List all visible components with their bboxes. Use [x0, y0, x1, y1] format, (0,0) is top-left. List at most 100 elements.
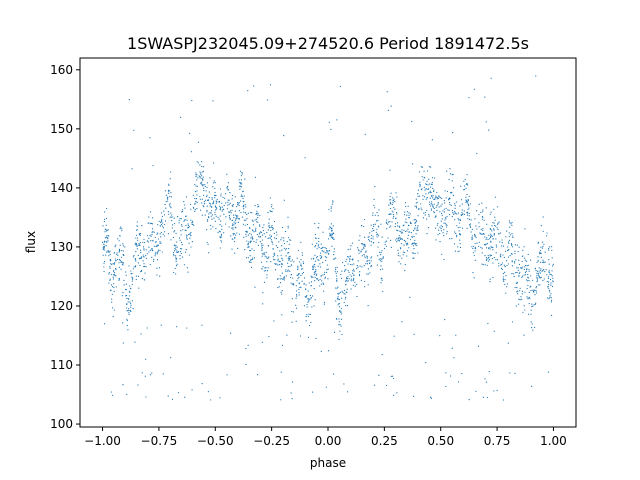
- data-point: [551, 285, 554, 288]
- data-point: [223, 204, 225, 207]
- data-point: [140, 333, 142, 335]
- data-point: [430, 191, 432, 194]
- data-point: [437, 197, 440, 199]
- data-point: [105, 230, 107, 232]
- data-point: [396, 229, 398, 231]
- data-point: [433, 211, 436, 214]
- data-point: [186, 219, 188, 221]
- data-point: [475, 390, 477, 392]
- data-point: [314, 244, 317, 247]
- data-point: [537, 279, 539, 281]
- data-point: [465, 187, 467, 189]
- data-point: [537, 274, 539, 276]
- data-point: [216, 198, 218, 201]
- data-point: [502, 254, 504, 256]
- data-point: [240, 175, 242, 177]
- data-point: [253, 249, 255, 251]
- data-point: [239, 170, 242, 172]
- data-point: [114, 268, 117, 270]
- data-point: [446, 230, 448, 233]
- data-point: [436, 224, 438, 226]
- data-point: [533, 289, 535, 291]
- data-point: [247, 246, 249, 249]
- data-point: [330, 128, 332, 131]
- data-point: [314, 299, 316, 301]
- data-point: [242, 200, 244, 203]
- data-point: [208, 191, 210, 193]
- data-point: [519, 287, 521, 289]
- data-point: [145, 254, 147, 257]
- data-point: [433, 198, 435, 200]
- data-point: [404, 241, 407, 243]
- data-point: [544, 271, 546, 273]
- data-point: [548, 248, 550, 250]
- data-point: [457, 246, 459, 248]
- data-point: [230, 235, 232, 237]
- data-point: [219, 231, 221, 233]
- data-point: [497, 222, 499, 224]
- data-point: [439, 335, 441, 337]
- data-point: [261, 248, 263, 250]
- data-point: [469, 223, 472, 225]
- data-point: [496, 223, 499, 225]
- data-point: [419, 181, 421, 183]
- data-point: [112, 270, 115, 272]
- data-point: [478, 214, 480, 216]
- data-point: [248, 249, 251, 252]
- data-point: [212, 186, 214, 188]
- data-point: [311, 258, 313, 260]
- data-point: [274, 259, 276, 261]
- data-point: [387, 237, 389, 239]
- data-point: [511, 224, 513, 226]
- data-point: [341, 270, 343, 272]
- data-point: [235, 218, 237, 220]
- data-point: [313, 263, 315, 266]
- data-point: [183, 220, 185, 222]
- data-point: [156, 274, 158, 276]
- data-point: [400, 263, 402, 265]
- data-point: [543, 243, 545, 245]
- data-point: [164, 220, 167, 222]
- data-point: [223, 232, 225, 234]
- data-point: [238, 210, 241, 212]
- data-point: [430, 186, 432, 188]
- data-point: [185, 224, 187, 226]
- data-point: [287, 227, 289, 229]
- data-point: [444, 202, 446, 204]
- data-point: [250, 261, 252, 263]
- data-point: [145, 257, 148, 259]
- data-point: [310, 285, 312, 287]
- data-point: [239, 188, 241, 190]
- data-point: [347, 270, 349, 272]
- data-point: [468, 399, 470, 401]
- data-point: [505, 275, 507, 277]
- data-point: [171, 216, 173, 218]
- data-point: [535, 292, 538, 294]
- data-point: [298, 273, 300, 275]
- data-point: [402, 254, 404, 256]
- data-point: [380, 265, 382, 267]
- data-point: [492, 276, 494, 279]
- data-point: [324, 247, 326, 249]
- data-point: [484, 236, 486, 238]
- data-point: [521, 268, 523, 270]
- data-point: [111, 285, 114, 288]
- data-point: [314, 223, 316, 225]
- data-point: [395, 239, 397, 241]
- data-point: [314, 233, 316, 236]
- data-point: [311, 276, 313, 278]
- data-point: [234, 240, 236, 243]
- data-point: [304, 157, 306, 159]
- data-point: [202, 176, 204, 178]
- data-point: [408, 231, 410, 233]
- data-point: [526, 287, 528, 290]
- data-point: [123, 284, 125, 286]
- data-point: [277, 259, 279, 261]
- data-point: [212, 200, 215, 202]
- data-point: [389, 203, 392, 205]
- data-point: [496, 227, 498, 229]
- data-point: [228, 199, 230, 201]
- data-point: [385, 240, 388, 242]
- x-tick-label: 0.00: [315, 434, 342, 448]
- data-point: [353, 268, 355, 270]
